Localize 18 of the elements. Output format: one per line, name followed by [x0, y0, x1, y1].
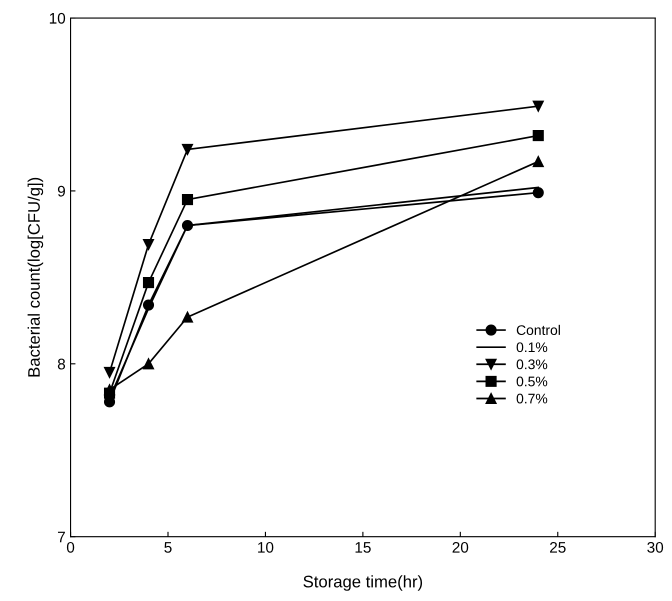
- x-axis-title: Storage time(hr): [303, 575, 422, 591]
- y-tick-label: 9: [58, 186, 65, 197]
- y-tick-label: 8: [58, 358, 66, 370]
- x-tick-label: 0: [66, 542, 74, 553]
- y-tick-label: 10: [50, 12, 66, 24]
- legend-label: 0.7%: [516, 394, 548, 404]
- x-tick-label: 10: [258, 542, 274, 553]
- legend-label: 0.1%: [516, 342, 548, 352]
- legend-label: Control: [516, 324, 560, 336]
- legend-label: 0.3%: [516, 359, 548, 370]
- legend-label: 0.5%: [516, 376, 548, 386]
- x-tick-label: 5: [164, 542, 172, 553]
- x-tick-label: 25: [550, 542, 566, 553]
- y-tick-label: 7: [58, 532, 65, 542]
- x-tick-label: 30: [647, 542, 664, 553]
- x-tick-label: 15: [356, 542, 371, 553]
- y-axis-title: Bacterial count(log[CFU/g]): [28, 178, 44, 376]
- x-tick-label: 20: [452, 542, 468, 553]
